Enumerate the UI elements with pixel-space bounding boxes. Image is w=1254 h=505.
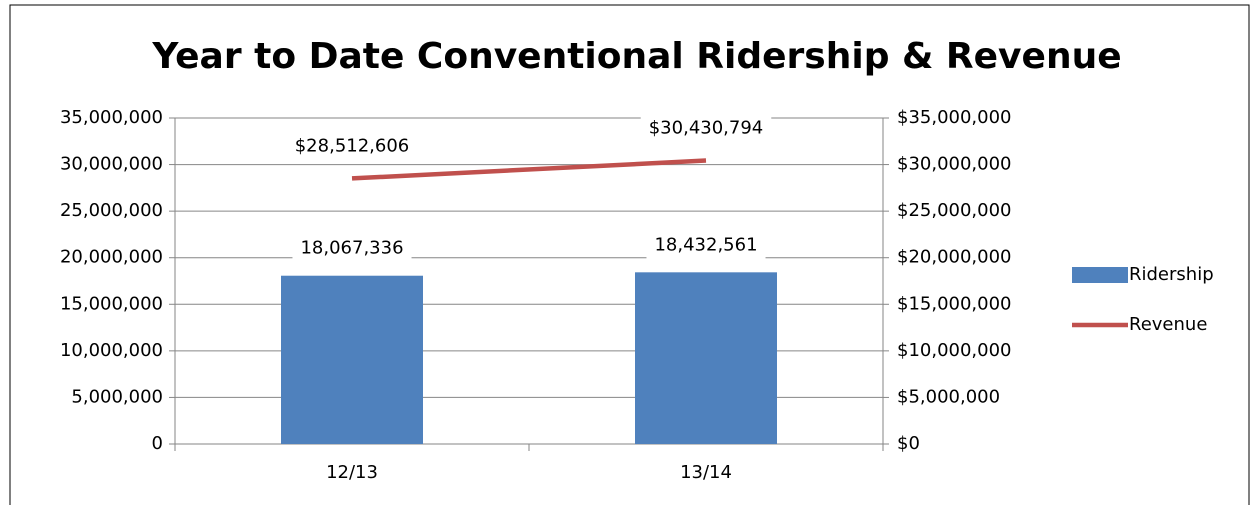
legend-swatch [1072,267,1128,283]
x-tick-label: 13/14 [680,462,732,483]
y2-tick-label: $25,000,000 [897,200,1012,221]
y-tick-label: 30,000,000 [60,154,163,175]
data-label: $28,512,606 [295,135,410,156]
y-tick-label: 15,000,000 [60,293,163,314]
y2-tick-label: $20,000,000 [897,247,1012,268]
y-tick-label: 5,000,000 [71,386,163,407]
y-tick-label: 35,000,000 [60,107,163,128]
chart-title: Year to Date Conventional Ridership & Re… [151,36,1121,77]
legend-label: Ridership [1129,264,1214,285]
y2-tick-label: $5,000,000 [897,386,1000,407]
y2-tick-label: $10,000,000 [897,340,1012,361]
data-label-bg [646,230,766,260]
data-label: 18,067,336 [300,238,403,259]
data-label-bg [286,131,418,161]
y2-tick-label: $0 [897,433,920,454]
y2-tick-label: $35,000,000 [897,107,1012,128]
bar [635,272,777,444]
y-tick-label: 20,000,000 [60,247,163,268]
legend-label: Revenue [1129,314,1207,335]
data-label: 18,432,561 [654,234,757,255]
x-tick-label: 12/13 [326,462,378,483]
data-label-bg [292,233,412,263]
chart-frame [9,4,1250,505]
y-tick-label: 25,000,000 [60,200,163,221]
data-label-bg [640,113,772,143]
bar [281,275,423,444]
y2-tick-label: $30,000,000 [897,154,1012,175]
data-label: $30,430,794 [649,118,764,139]
line [351,158,707,181]
y-tick-label: 0 [152,433,163,454]
y2-tick-label: $15,000,000 [897,293,1012,314]
y-tick-label: 10,000,000 [60,340,163,361]
